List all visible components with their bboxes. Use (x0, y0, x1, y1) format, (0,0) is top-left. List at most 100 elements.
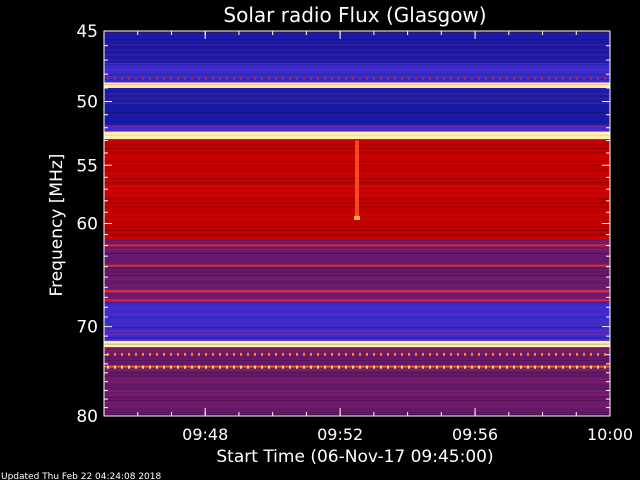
band-dot (226, 76, 228, 80)
texture-line (104, 393, 610, 395)
band-dot (415, 365, 417, 369)
texture-line (104, 59, 610, 61)
texture-line (104, 44, 610, 46)
band-dot (429, 76, 431, 80)
band-dot (345, 352, 347, 356)
band-dot (107, 365, 109, 369)
texture-line (104, 353, 610, 355)
band-dot (590, 76, 592, 80)
band-dot (296, 365, 298, 369)
band-dot (254, 76, 256, 80)
band-dot (331, 365, 333, 369)
band-dot (121, 365, 123, 369)
chart-title: Solar radio Flux (Glasgow) (223, 3, 486, 27)
band-dot (247, 352, 249, 356)
band-dot (233, 365, 235, 369)
band-dot (233, 352, 235, 356)
band-dot (534, 352, 536, 356)
band-dot (562, 352, 564, 356)
band-dot (387, 352, 389, 356)
texture-line (104, 121, 610, 123)
band-dot (520, 76, 522, 80)
texture-line (104, 83, 610, 85)
band-dot (513, 365, 515, 369)
y-tick-label: 45 (76, 22, 98, 42)
band-dot (268, 76, 270, 80)
band-dot (247, 365, 249, 369)
band-dot (541, 365, 543, 369)
texture-line (104, 271, 610, 273)
texture-line (104, 264, 610, 266)
band-dot (583, 76, 585, 80)
texture-line (104, 134, 610, 136)
band-dot (387, 76, 389, 80)
band-dot (338, 352, 340, 356)
band-dot (310, 365, 312, 369)
frequency-band-8 (104, 302, 610, 341)
band-dot (548, 365, 550, 369)
band-dot (226, 365, 228, 369)
band-dot (289, 352, 291, 356)
band-dot (142, 365, 144, 369)
band-dot (317, 76, 319, 80)
x-tick-label: 09:48 (182, 425, 228, 444)
band-dot (121, 352, 123, 356)
band-dot (205, 352, 207, 356)
band-dot (156, 365, 158, 369)
texture-line (104, 125, 610, 127)
texture-line (104, 320, 610, 322)
texture-line (104, 39, 610, 41)
band-dot (471, 365, 473, 369)
texture-line (104, 98, 610, 100)
band-dot (380, 352, 382, 356)
texture-line (104, 54, 610, 56)
y-tick-label: 80 (76, 407, 98, 427)
texture-line (104, 278, 610, 280)
texture-line (104, 93, 610, 95)
texture-line (104, 375, 610, 377)
band-dot (156, 352, 158, 356)
band-dot (555, 365, 557, 369)
texture-line (104, 317, 610, 319)
texture-line (104, 64, 610, 66)
band-dot (331, 76, 333, 80)
band-dot (212, 365, 214, 369)
texture-line (104, 130, 610, 132)
band-dot (443, 76, 445, 80)
band-dot (282, 365, 284, 369)
band-dot (422, 365, 424, 369)
band-dot (527, 352, 529, 356)
band-dot (604, 365, 606, 369)
band-dot (506, 352, 508, 356)
band-dot (597, 352, 599, 356)
band-dot (359, 365, 361, 369)
band-dot (373, 352, 375, 356)
band-dot (324, 365, 326, 369)
band-dot (254, 365, 256, 369)
band-dot (401, 365, 403, 369)
band-dot (121, 76, 123, 80)
band-dot (415, 352, 417, 356)
band-dot (408, 76, 410, 80)
texture-line (104, 414, 610, 416)
texture-line (104, 384, 610, 386)
band-dot (464, 352, 466, 356)
band-dot (450, 76, 452, 80)
axes: 45 50 55 60 70 80 09:48 09:52 09:56 10:00 (76, 22, 633, 444)
band-dot (261, 365, 263, 369)
texture-line (104, 411, 610, 413)
band-dot (366, 352, 368, 356)
band-dot (184, 76, 186, 80)
band-dot (142, 76, 144, 80)
band-dot (352, 76, 354, 80)
y-axis-label: Frequency [MHz] (47, 154, 67, 297)
band-dot (149, 365, 151, 369)
band-dot (191, 352, 193, 356)
band-dot (114, 352, 116, 356)
band-dot (590, 352, 592, 356)
band-dot (373, 365, 375, 369)
band-dot (317, 365, 319, 369)
band-dot (177, 76, 179, 80)
band-dot (135, 352, 137, 356)
